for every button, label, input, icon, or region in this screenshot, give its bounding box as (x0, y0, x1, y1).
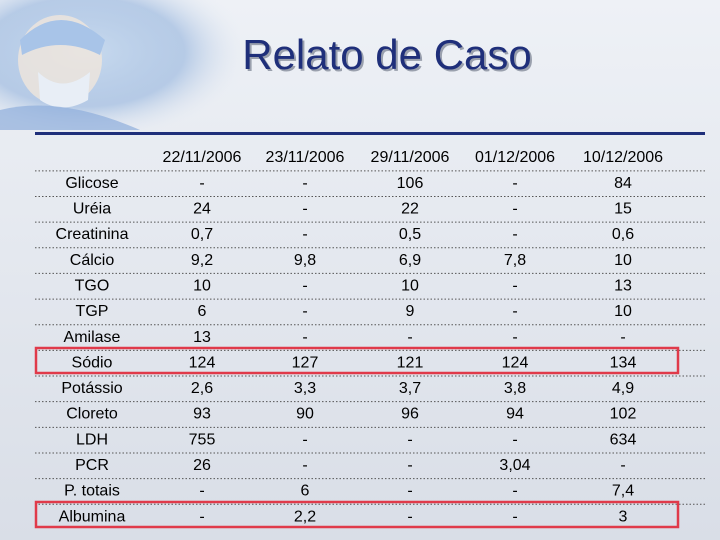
title-shadow: Relato de Caso (244, 33, 534, 80)
cell-value: - (512, 483, 517, 500)
cell-value: 13 (614, 277, 632, 294)
row-label: Uréia (73, 201, 111, 218)
cell-value: 90 (296, 406, 314, 423)
cell-value: - (302, 175, 307, 192)
row-label: Potássio (61, 380, 122, 397)
cell-value: 0,6 (612, 226, 634, 243)
cell-value: 93 (193, 406, 211, 423)
cell-value: 9 (406, 303, 415, 320)
cell-value: 6 (198, 303, 207, 320)
cell-value: - (620, 457, 625, 474)
row-label: Cálcio (70, 252, 115, 269)
cell-value: 4,9 (612, 380, 634, 397)
cell-value: 94 (506, 406, 524, 423)
row-label: LDH (76, 431, 108, 448)
column-header: 23/11/2006 (266, 149, 345, 166)
cell-value: - (512, 226, 517, 243)
cell-value: 3 (619, 508, 628, 525)
cell-value: 22 (401, 201, 419, 218)
cell-value: 10 (193, 277, 211, 294)
column-header: 10/12/2006 (583, 149, 663, 166)
cell-value: 124 (502, 354, 529, 371)
cell-value: 121 (397, 354, 424, 371)
cell-value: - (199, 175, 204, 192)
cell-value: - (302, 457, 307, 474)
cell-value: - (302, 431, 307, 448)
cell-value: - (512, 175, 517, 192)
cell-value: 106 (397, 175, 424, 192)
column-header: 29/11/2006 (371, 149, 450, 166)
slide-title: Relato de Caso (242, 31, 532, 78)
cell-value: - (512, 303, 517, 320)
cell-value: 2,2 (294, 508, 316, 525)
cell-value: - (407, 431, 412, 448)
row-label: P. totais (64, 483, 120, 500)
cell-value: 26 (193, 457, 211, 474)
title-rule (35, 132, 705, 135)
cell-value: - (302, 329, 307, 346)
cell-value: - (512, 329, 517, 346)
cell-value: 124 (189, 354, 216, 371)
cell-value: - (302, 277, 307, 294)
row-label: Sódio (72, 354, 113, 371)
row-label: Cloreto (66, 406, 118, 423)
cell-value: 127 (292, 354, 319, 371)
cell-value: 96 (401, 406, 419, 423)
cell-value: - (512, 201, 517, 218)
cell-value: - (620, 329, 625, 346)
highlight-box (34, 346, 680, 375)
highlight-box (34, 500, 680, 529)
cell-value: 3,7 (399, 380, 421, 397)
row-label: PCR (75, 457, 109, 474)
cell-value: 10 (614, 252, 632, 269)
cell-value: 84 (614, 175, 632, 192)
cell-value: 0,5 (399, 226, 421, 243)
cell-value: - (512, 508, 517, 525)
cell-value: 6 (301, 483, 310, 500)
cell-value: 24 (193, 201, 211, 218)
cell-value: - (302, 201, 307, 218)
cell-value: - (512, 431, 517, 448)
cell-value: - (407, 508, 412, 525)
cell-value: - (407, 329, 412, 346)
cell-value: 10 (614, 303, 632, 320)
row-label: TGP (76, 303, 109, 320)
cell-value: 634 (610, 431, 637, 448)
cell-value: - (512, 277, 517, 294)
cell-value: 3,04 (499, 457, 530, 474)
cell-value: 9,8 (294, 252, 316, 269)
cell-value: 3,3 (294, 380, 316, 397)
cell-value: - (302, 303, 307, 320)
cell-value: 15 (614, 201, 632, 218)
column-header: 01/12/2006 (475, 149, 555, 166)
cell-value: - (199, 508, 204, 525)
row-label: TGO (75, 277, 110, 294)
cell-value: - (407, 457, 412, 474)
cell-value: 134 (610, 354, 637, 371)
row-label: Albumina (59, 508, 126, 525)
header-photo (0, 0, 240, 130)
row-label: Creatinina (56, 226, 129, 243)
cell-value: 3,8 (504, 380, 526, 397)
cell-value: 755 (189, 431, 216, 448)
cell-value: 7,4 (612, 483, 634, 500)
cell-value: 0,7 (191, 226, 213, 243)
cell-value: 10 (401, 277, 419, 294)
cell-value: - (302, 226, 307, 243)
row-label: Glicose (65, 175, 118, 192)
lab-table: 22/11/2006 23/11/2006 29/11/2006 01/12/2006… (35, 149, 705, 525)
cell-value: 2,6 (191, 380, 213, 397)
column-header: 22/11/2006 (163, 149, 242, 166)
cell-value: - (407, 483, 412, 500)
cell-value: - (199, 483, 204, 500)
cell-value: 13 (193, 329, 211, 346)
row-label: Amilase (64, 329, 121, 346)
cell-value: 9,2 (191, 252, 213, 269)
cell-value: 7,8 (504, 252, 526, 269)
cell-value: 102 (610, 406, 637, 423)
cell-value: 6,9 (399, 252, 421, 269)
